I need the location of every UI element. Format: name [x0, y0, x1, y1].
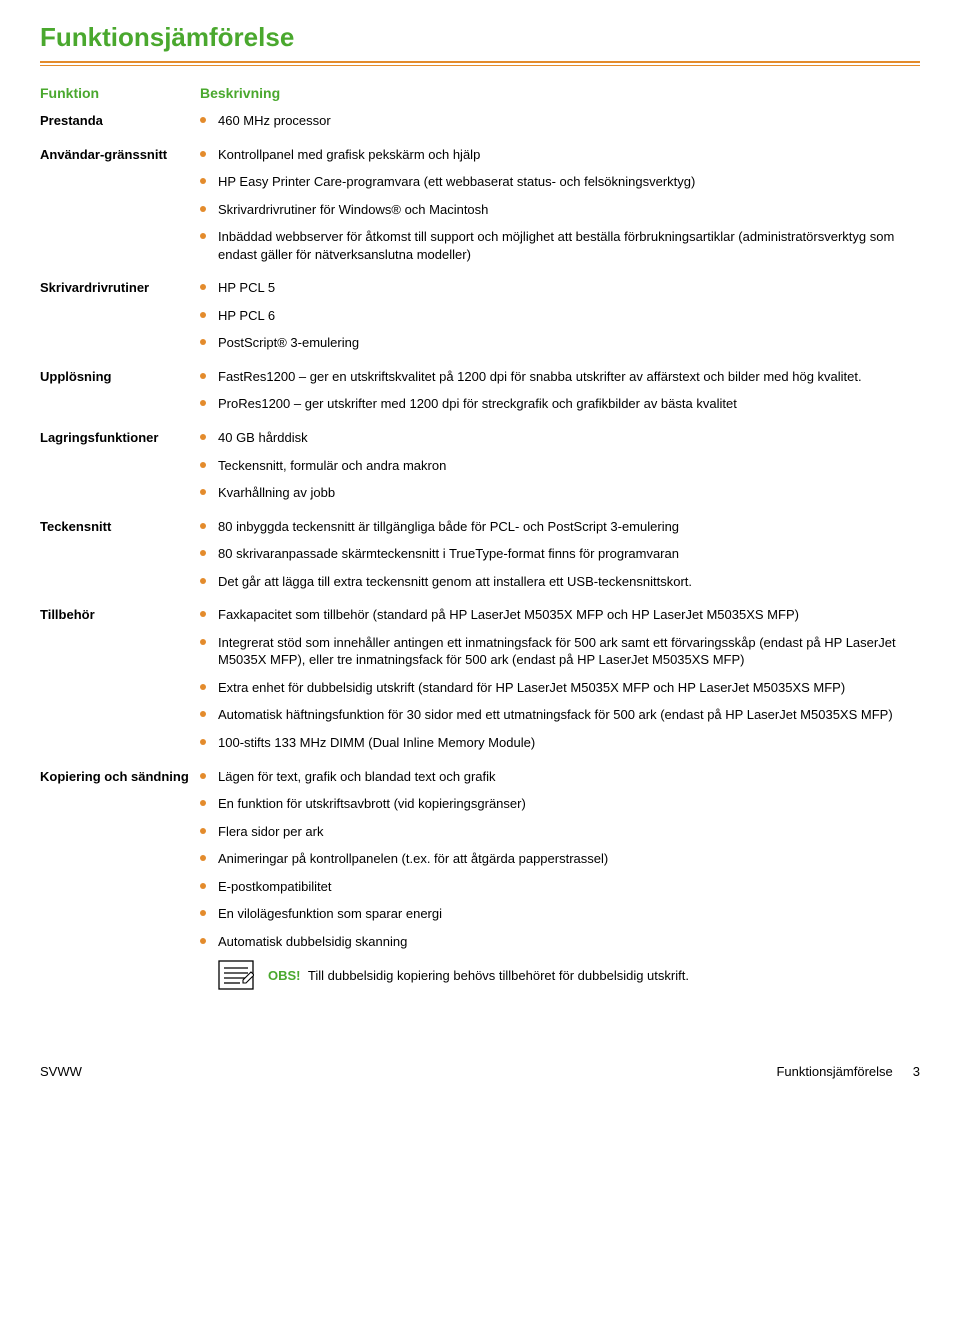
list-item: 100-stifts 133 MHz DIMM (Dual Inline Mem…: [200, 734, 920, 752]
row-label-prestanda: Prestanda: [40, 109, 200, 143]
bullet-list: Kontrollpanel med grafisk pekskärm och h…: [200, 146, 920, 264]
list-item: HP Easy Printer Care-programvara (ett we…: [200, 173, 920, 191]
bullet-list: 40 GB hårddisk Teckensnitt, formulär och…: [200, 429, 920, 502]
bullet-list: 460 MHz processor: [200, 112, 920, 130]
note-icon: [218, 960, 254, 990]
list-item: 460 MHz processor: [200, 112, 920, 130]
list-item: Kvarhållning av jobb: [200, 484, 920, 502]
table-row: Lagringsfunktioner 40 GB hårddisk Tecken…: [40, 426, 920, 515]
list-item: 80 skrivaranpassade skärmteckensnitt i T…: [200, 545, 920, 563]
col-header-description: Beskrivning: [200, 80, 920, 109]
rule-thick: [40, 61, 920, 63]
list-item: Kontrollpanel med grafisk pekskärm och h…: [200, 146, 920, 164]
footer-page-number: 3: [913, 1063, 920, 1081]
list-item: E-postkompatibilitet: [200, 878, 920, 896]
row-label-upplosning: Upplösning: [40, 365, 200, 426]
note-text: Till dubbelsidig kopiering behövs tillbe…: [308, 968, 689, 983]
list-item: En vilolägesfunktion som sparar energi: [200, 905, 920, 923]
list-item: ProRes1200 – ger utskrifter med 1200 dpi…: [200, 395, 920, 413]
feature-table: Funktion Beskrivning Prestanda 460 MHz p…: [40, 80, 920, 993]
bullet-list: FastRes1200 – ger en utskriftskvalitet p…: [200, 368, 920, 413]
list-item: Flera sidor per ark: [200, 823, 920, 841]
list-item: Extra enhet för dubbelsidig utskrift (st…: [200, 679, 920, 697]
table-row: Upplösning FastRes1200 – ger en utskrift…: [40, 365, 920, 426]
row-label-lagring: Lagringsfunktioner: [40, 426, 200, 515]
row-label-drivrutiner: Skrivardrivrutiner: [40, 276, 200, 365]
footer-left: SVWW: [40, 1063, 82, 1081]
list-item: Lägen för text, grafik och blandad text …: [200, 768, 920, 786]
list-item: En funktion för utskriftsavbrott (vid ko…: [200, 795, 920, 813]
list-item: HP PCL 5: [200, 279, 920, 297]
table-row: Tillbehör Faxkapacitet som tillbehör (st…: [40, 603, 920, 764]
row-label-teckensnitt: Teckensnitt: [40, 515, 200, 604]
list-item: HP PCL 6: [200, 307, 920, 325]
table-row: Användar-gränssnitt Kontrollpanel med gr…: [40, 143, 920, 277]
rule-thin: [40, 65, 920, 66]
list-item: Teckensnitt, formulär och andra makron: [200, 457, 920, 475]
row-label-tillbehor: Tillbehör: [40, 603, 200, 764]
list-item: FastRes1200 – ger en utskriftskvalitet p…: [200, 368, 920, 386]
bullet-list: Faxkapacitet som tillbehör (standard på …: [200, 606, 920, 751]
list-item: Inbäddad webbserver för åtkomst till sup…: [200, 228, 920, 263]
page-footer: SVWW Funktionsjämförelse 3: [40, 1063, 920, 1081]
bullet-list: 80 inbyggda teckensnitt är tillgängliga …: [200, 518, 920, 591]
list-item: Automatisk dubbelsidig skanning: [200, 933, 920, 951]
bullet-list: HP PCL 5 HP PCL 6 PostScript® 3-emulerin…: [200, 279, 920, 352]
table-row: Kopiering och sändning Lägen för text, g…: [40, 765, 920, 994]
page-title: Funktionsjämförelse: [40, 20, 920, 55]
list-item: 80 inbyggda teckensnitt är tillgängliga …: [200, 518, 920, 536]
list-item: Skrivardrivrutiner för Windows® och Maci…: [200, 201, 920, 219]
list-item: Integrerat stöd som innehåller antingen …: [200, 634, 920, 669]
note-label: OBS!: [268, 968, 301, 983]
list-item: Faxkapacitet som tillbehör (standard på …: [200, 606, 920, 624]
list-item: 40 GB hårddisk: [200, 429, 920, 447]
bullet-list: Lägen för text, grafik och blandad text …: [200, 768, 920, 951]
row-label-gransnitt: Användar-gränssnitt: [40, 143, 200, 277]
table-row: Prestanda 460 MHz processor: [40, 109, 920, 143]
list-item: Det går att lägga till extra teckensnitt…: [200, 573, 920, 591]
list-item: Animeringar på kontrollpanelen (t.ex. fö…: [200, 850, 920, 868]
list-item: PostScript® 3-emulering: [200, 334, 920, 352]
col-header-function: Funktion: [40, 80, 200, 109]
row-label-kopiering: Kopiering och sändning: [40, 765, 200, 994]
footer-section: Funktionsjämförelse: [776, 1063, 892, 1081]
note-block: OBS! Till dubbelsidig kopiering behövs t…: [200, 960, 920, 990]
table-row: Teckensnitt 80 inbyggda teckensnitt är t…: [40, 515, 920, 604]
note-text-wrap: OBS! Till dubbelsidig kopiering behövs t…: [268, 967, 689, 985]
list-item: Automatisk häftningsfunktion för 30 sido…: [200, 706, 920, 724]
table-row: Skrivardrivrutiner HP PCL 5 HP PCL 6 Pos…: [40, 276, 920, 365]
